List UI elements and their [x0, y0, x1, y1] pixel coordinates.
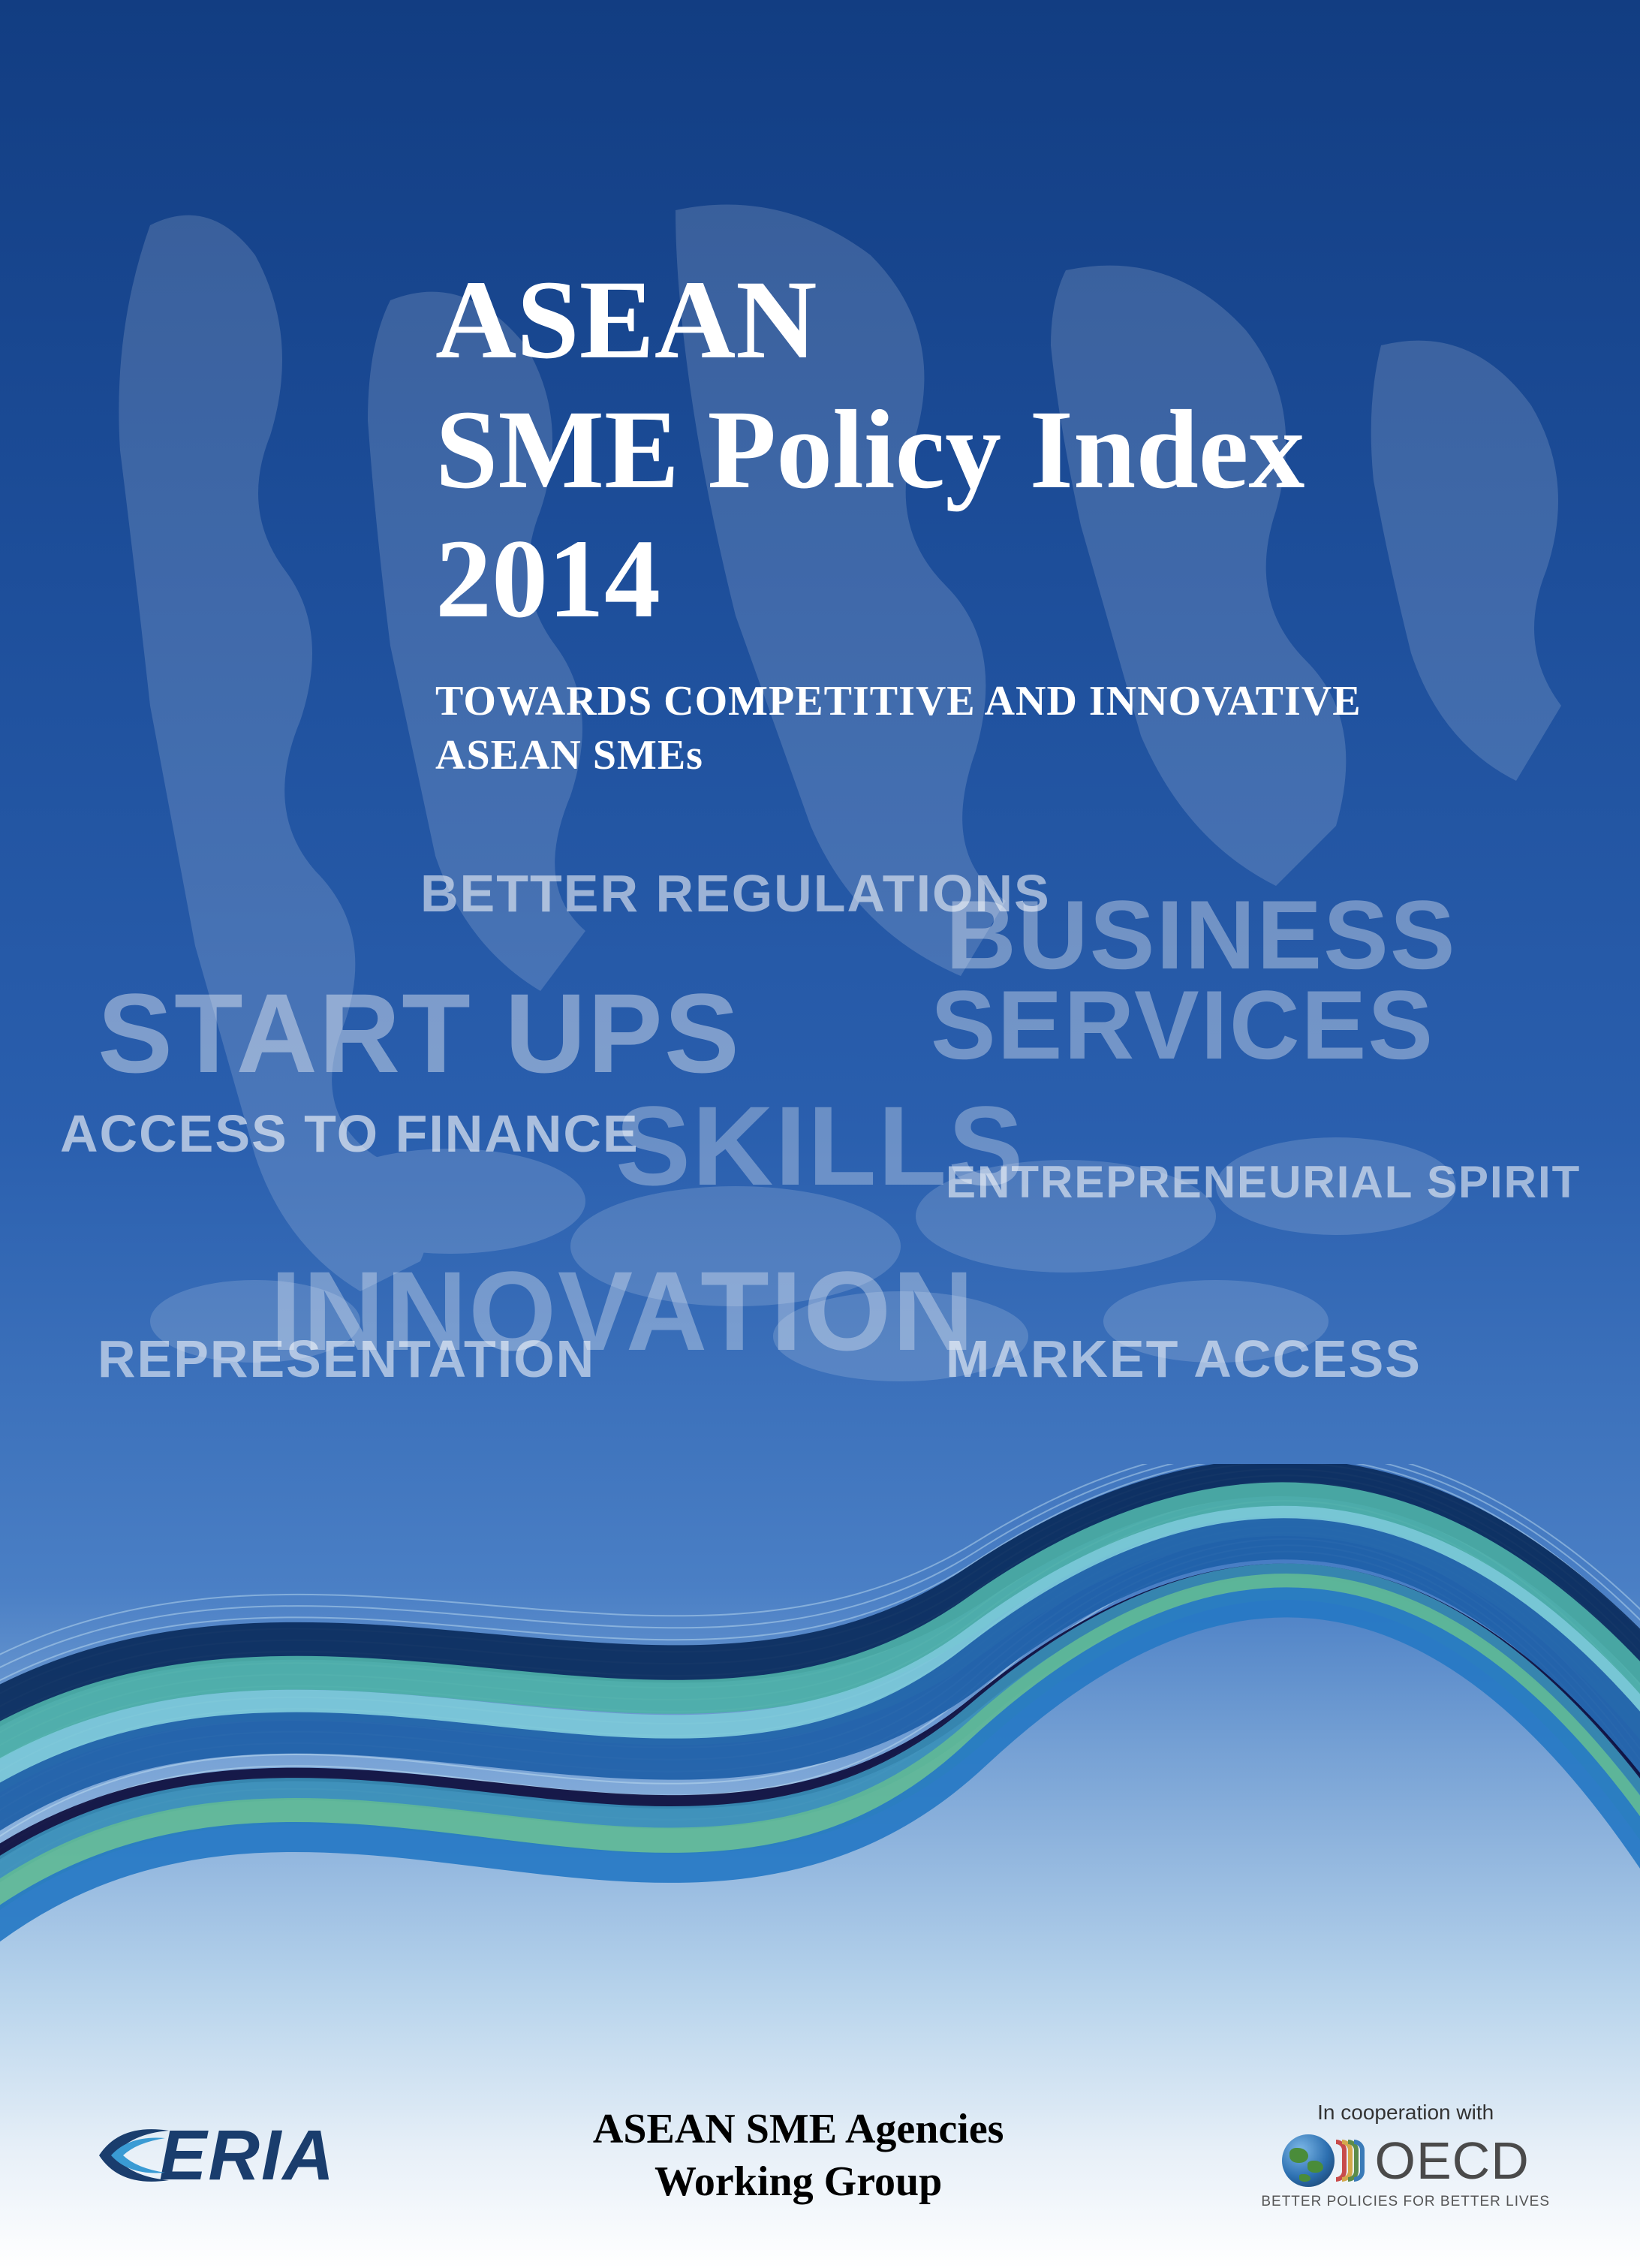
- keyword-representation: REPRESENTATION: [98, 1329, 595, 1389]
- keyword-access-to-finance: ACCESS TO FINANCE: [60, 1104, 639, 1164]
- keyword-entrepreneurial-spirit: ENTREPRENEURIAL SPIRIT: [946, 1156, 1581, 1208]
- oecd-chevron-icon: [1354, 2140, 1365, 2182]
- title-line-3: 2014: [435, 514, 1362, 644]
- footer-center-text: ASEAN SME Agencies Working Group: [593, 2103, 1004, 2208]
- oecd-tagline: BETTER POLICIES FOR BETTER LIVES: [1261, 2194, 1550, 2210]
- oecd-logo: In cooperation with OECD BETTER POLICIES…: [1261, 2101, 1550, 2210]
- subtitle: TOWARDS COMPETITIVE AND INNOVATIVE ASEAN…: [435, 674, 1362, 784]
- oecd-cooperation-label: In cooperation with: [1261, 2101, 1550, 2125]
- footer-bar: ERIA ASEAN SME Agencies Working Group In…: [0, 2073, 1640, 2268]
- subtitle-line-2: ASEAN SMEs: [435, 728, 1362, 783]
- eria-logo: ERIA: [90, 2115, 336, 2197]
- subtitle-line-1: TOWARDS COMPETITIVE AND INNOVATIVE: [435, 674, 1362, 729]
- footer-center-line-2: Working Group: [593, 2155, 1004, 2208]
- oecd-chevrons-icon: [1341, 2140, 1365, 2182]
- keyword-cloud: BETTER REGULATIONSBUSINESSSERVICESSTART …: [0, 863, 1640, 1539]
- keyword-market-access: MARKET ACCESS: [946, 1329, 1422, 1389]
- eria-swoosh-icon: [90, 2122, 173, 2189]
- title-line-2: SME Policy Index: [435, 385, 1362, 515]
- keyword-start-ups: START UPS: [98, 968, 741, 1098]
- keyword-services: SERVICES: [931, 968, 1434, 1081]
- oecd-globe-icon: [1282, 2134, 1335, 2187]
- oecd-name-text: OECD: [1375, 2131, 1530, 2191]
- footer-center-line-1: ASEAN SME Agencies: [593, 2103, 1004, 2155]
- wave-graphic: [0, 1464, 1640, 1989]
- oecd-logo-row: OECD: [1261, 2131, 1550, 2191]
- title-line-1: ASEAN: [435, 255, 1362, 385]
- report-cover: ASEAN SME Policy Index 2014 TOWARDS COMP…: [0, 0, 1640, 2268]
- eria-logo-text: ERIA: [159, 2115, 336, 2197]
- title-block: ASEAN SME Policy Index 2014 TOWARDS COMP…: [435, 255, 1362, 783]
